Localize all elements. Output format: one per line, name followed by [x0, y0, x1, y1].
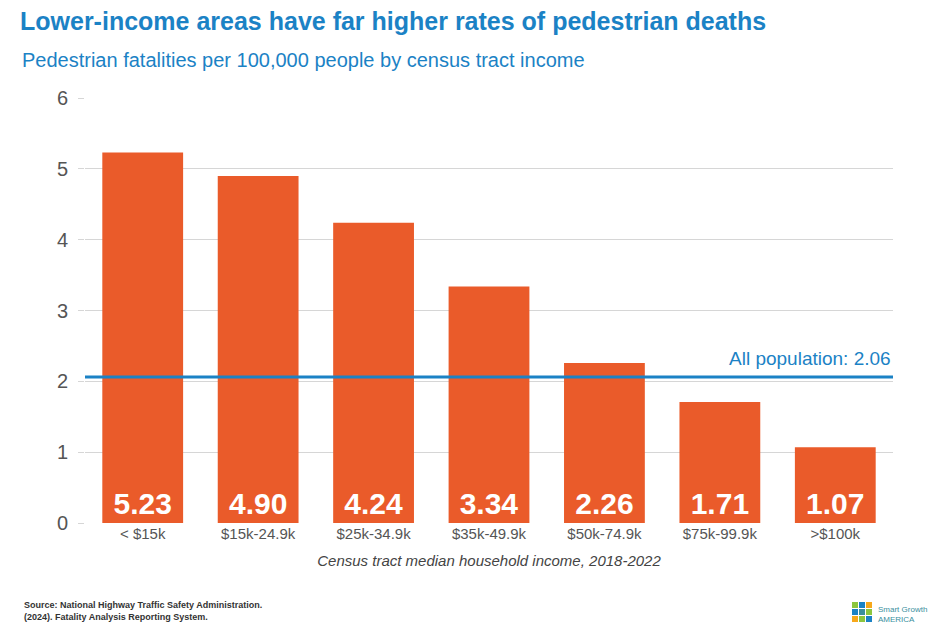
svg-text:All population: 2.06: All population: 2.06 — [729, 348, 891, 369]
svg-text:2: 2 — [57, 370, 68, 392]
svg-text:1.71: 1.71 — [691, 487, 749, 520]
svg-text:$75k-99.9k: $75k-99.9k — [683, 525, 758, 542]
svg-text:< $15k: < $15k — [120, 525, 166, 542]
svg-text:3.34: 3.34 — [460, 487, 519, 520]
svg-text:$15k-24.9k: $15k-24.9k — [221, 525, 296, 542]
svg-text:4: 4 — [57, 229, 68, 251]
svg-text:Census tract median household: Census tract median household income, 20… — [317, 552, 661, 569]
svg-text:1.07: 1.07 — [806, 487, 864, 520]
svg-text:Source: National Highway Traff: Source: National Highway Traffic Safety … — [24, 600, 262, 622]
svg-text:Smart GrowthAMERICA: Smart GrowthAMERICA — [878, 605, 927, 624]
svg-text:4.24: 4.24 — [344, 487, 403, 520]
svg-text:4.90: 4.90 — [229, 487, 287, 520]
svg-text:$25k-34.9k: $25k-34.9k — [336, 525, 411, 542]
svg-text:2.26: 2.26 — [575, 487, 633, 520]
svg-text:0: 0 — [57, 512, 68, 534]
svg-text:$35k-49.9k: $35k-49.9k — [452, 525, 527, 542]
svg-text:5.23: 5.23 — [114, 487, 172, 520]
svg-text:>$100k: >$100k — [810, 525, 860, 542]
svg-text:Lower-income areas have far hi: Lower-income areas have far higher rates… — [20, 7, 766, 35]
svg-text:3: 3 — [57, 300, 68, 322]
svg-text:$50k-74.9k: $50k-74.9k — [567, 525, 642, 542]
svg-text:6: 6 — [57, 87, 68, 109]
svg-text:Pedestrian fatalities per 100,: Pedestrian fatalities per 100,000 people… — [22, 49, 585, 71]
svg-text:1: 1 — [57, 441, 68, 463]
svg-text:5: 5 — [57, 158, 68, 180]
